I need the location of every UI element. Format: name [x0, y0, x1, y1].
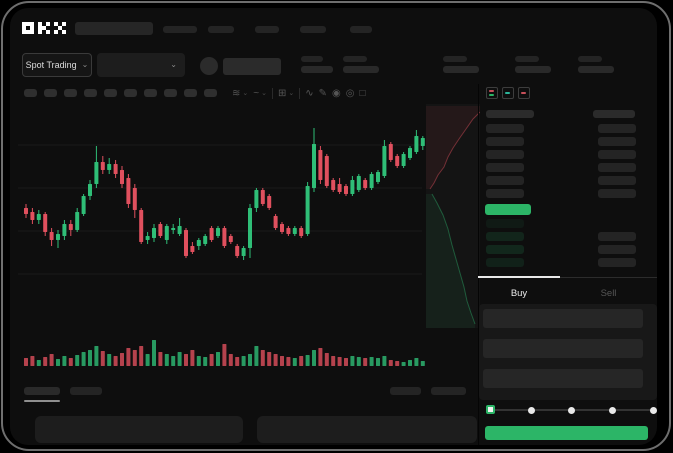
slider-step-dot[interactable]	[650, 407, 657, 414]
bottom-tab-placeholder[interactable]	[24, 387, 60, 395]
ticker-stat-label-placeholder	[515, 56, 539, 62]
interval-button-placeholder	[164, 89, 177, 97]
chevron-down-icon: ⌄	[242, 90, 249, 97]
amount-input-placeholder[interactable]	[483, 339, 643, 358]
coin-icon-placeholder	[200, 57, 218, 75]
trading-app-window: Spot Trading ⌄ ⌄ ≋ ⌄ ~ ⌄ ⊞ ⌄ ∿ ✎ ◉ ◎ □	[10, 8, 657, 445]
ask-row-placeholder	[486, 150, 524, 159]
bid-row-placeholder	[486, 232, 524, 241]
header-search-placeholder	[75, 22, 153, 35]
orderbook-amount-header-placeholder	[593, 110, 635, 118]
draw-icon[interactable]: ✎	[318, 87, 328, 99]
ask-amount-placeholder	[598, 163, 636, 172]
market-type-selector[interactable]: Spot Trading ⌄	[22, 53, 92, 77]
interval-button-placeholder	[144, 89, 157, 97]
ask-row-placeholder	[486, 163, 524, 172]
line-style-icon[interactable]: ~ ⌄	[253, 87, 267, 99]
sidebar-divider	[478, 84, 479, 445]
open-orders-panel-placeholder	[35, 416, 243, 443]
chevron-down-icon: ⌄	[288, 90, 295, 97]
last-price-badge[interactable]	[485, 204, 531, 215]
bid-amount-placeholder	[598, 232, 636, 241]
interval-button-placeholder	[84, 89, 97, 97]
ticker-stat-label-placeholder	[578, 56, 602, 62]
orderbook-price-header-placeholder	[486, 110, 534, 118]
toolbar-divider	[299, 88, 301, 99]
pair-filter-dropdown[interactable]: ⌄	[97, 53, 185, 77]
bid-amount-placeholder	[598, 245, 636, 254]
ask-row-placeholder	[486, 137, 524, 146]
ask-amount-placeholder	[598, 189, 636, 198]
ticker-stat-value-placeholder	[515, 66, 551, 73]
tab-sell[interactable]: Sell	[600, 288, 617, 299]
interval-button-placeholder	[124, 89, 137, 97]
total-input-placeholder[interactable]	[483, 369, 643, 388]
candle-style-icon[interactable]: ≋ ⌄	[232, 87, 249, 99]
chevron-down-icon: ⌄	[261, 90, 267, 97]
alert-icon[interactable]: ◉	[332, 87, 341, 99]
ticker-stat-value-placeholder	[578, 66, 614, 73]
bid-row-placeholder	[486, 258, 524, 267]
ticker-stat-value-placeholder	[301, 66, 333, 73]
buy-submit-button[interactable]	[485, 426, 648, 440]
indicators-icon[interactable]: ⊞ ⌄	[277, 87, 295, 99]
slider-step-dot[interactable]	[609, 407, 616, 414]
ticker-stat-value-placeholder	[443, 66, 479, 73]
nav-item-placeholder	[350, 26, 372, 33]
interval-button-placeholder	[24, 89, 37, 97]
orders-filter-placeholder	[390, 387, 421, 395]
slider-step-dot[interactable]	[528, 407, 535, 414]
ask-row-placeholder	[486, 176, 524, 185]
chart-toolbar-icons: ≋ ⌄ ~ ⌄ ⊞ ⌄ ∿ ✎ ◉ ◎ □	[232, 86, 366, 101]
ticker-stat-label-placeholder	[343, 56, 367, 62]
nav-item-placeholder	[163, 26, 197, 33]
ask-amount-placeholder	[598, 150, 636, 159]
orderbook-layout-bids-icon[interactable]	[502, 87, 514, 99]
ask-amount-placeholder	[598, 124, 636, 133]
ticker-stat-label-placeholder	[301, 56, 323, 62]
amount-slider-handle[interactable]	[486, 405, 495, 414]
bid-row-placeholder	[486, 219, 524, 228]
bid-amount-placeholder	[598, 258, 636, 267]
price-input-placeholder[interactable]	[483, 309, 643, 328]
bottom-tab-placeholder[interactable]	[70, 387, 102, 395]
interval-button-placeholder	[104, 89, 117, 97]
interval-button-placeholder	[44, 89, 57, 97]
nav-item-placeholder	[300, 26, 326, 33]
active-tab-underline	[24, 400, 60, 402]
nav-item-placeholder	[208, 26, 234, 33]
ticker-stat-value-placeholder	[343, 66, 379, 73]
okx-logo	[22, 22, 66, 34]
orderbook-layout-all-icon[interactable]	[486, 87, 498, 99]
ask-amount-placeholder	[598, 176, 636, 185]
ticker-stat-label-placeholder	[443, 56, 467, 62]
chevron-down-icon: ⌄	[170, 60, 177, 69]
ask-amount-placeholder	[598, 137, 636, 146]
fullscreen-icon[interactable]: □	[359, 87, 366, 99]
buy-tab-indicator	[478, 276, 560, 278]
candlestick-chart[interactable]	[10, 104, 480, 370]
nav-item-placeholder	[255, 26, 279, 33]
orderbook-layout-asks-icon[interactable]	[518, 87, 530, 99]
sell-tab-divider	[560, 277, 657, 278]
orders-filter-placeholder	[431, 387, 466, 395]
market-type-label: Spot Trading	[25, 60, 77, 70]
interval-button-placeholder	[64, 89, 77, 97]
ask-row-placeholder	[486, 189, 524, 198]
interval-button-placeholder	[184, 89, 197, 97]
chart-settings-icon[interactable]: ◎	[345, 87, 355, 99]
bid-row-placeholder	[486, 245, 524, 254]
trendline-icon[interactable]: ∿	[305, 87, 314, 99]
chevron-down-icon: ⌄	[81, 60, 89, 69]
slider-step-dot[interactable]	[568, 407, 575, 414]
pair-name-placeholder[interactable]	[223, 58, 281, 75]
ask-row-placeholder	[486, 124, 524, 133]
tab-buy[interactable]: Buy	[510, 288, 528, 299]
order-history-panel-placeholder	[257, 416, 477, 443]
interval-button-placeholder	[204, 89, 217, 97]
toolbar-divider	[271, 88, 273, 99]
